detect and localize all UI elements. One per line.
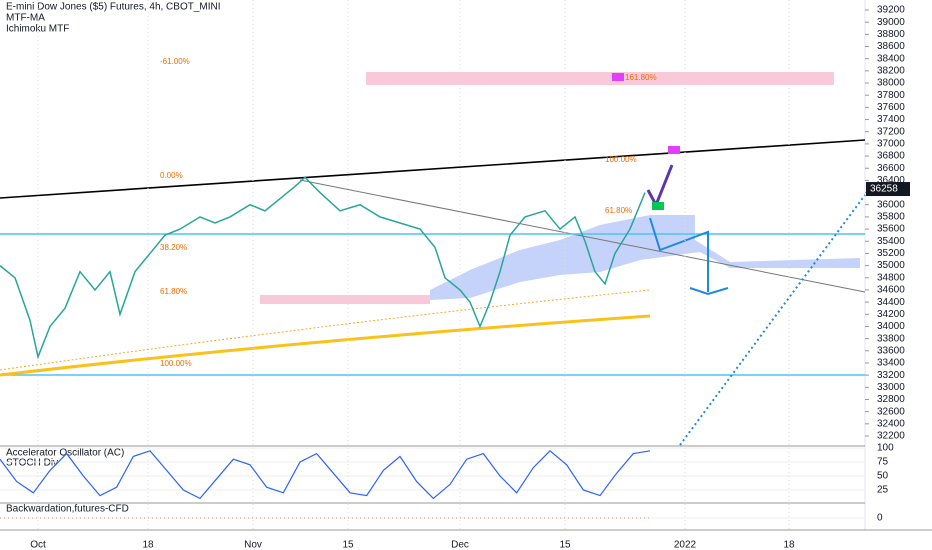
y-tick-label: 39000 — [877, 17, 905, 28]
y-tick-label: 38800 — [877, 29, 905, 40]
fib-label: 38.20% — [160, 243, 187, 252]
moving-average — [0, 314, 651, 377]
price-line — [0, 176, 646, 360]
x-tick-label: Dec — [451, 540, 469, 550]
fib-label: 100.00% — [605, 155, 637, 164]
y-tick-label: 37000 — [877, 139, 905, 150]
y-tick-label: 34600 — [877, 285, 905, 296]
y-tick-label: 37200 — [877, 126, 905, 137]
x-tick-label: Nov — [244, 540, 262, 550]
y-tick-label: 35000 — [877, 260, 905, 271]
ichimoku-cloud — [430, 215, 860, 300]
forecast-arrow — [649, 217, 729, 296]
y-tick-label: 35600 — [877, 224, 905, 235]
fib-label: 61.80% — [160, 287, 187, 296]
y-tick-label: 39200 — [877, 5, 905, 16]
y-tick-label: 34400 — [877, 297, 905, 308]
volume-zone — [260, 295, 430, 304]
y-tick-label: 36600 — [877, 163, 905, 174]
y-tick-label: 34000 — [877, 321, 905, 332]
y-tick-label: 32200 — [877, 431, 905, 442]
indicator-label: Ichimoku MTF — [6, 24, 69, 35]
marker — [652, 202, 664, 210]
y-tick-label: 38400 — [877, 53, 905, 64]
x-tick-label: 18 — [783, 540, 795, 550]
y-tick-label: 32400 — [877, 418, 905, 429]
y-tick-label: 32800 — [877, 394, 905, 405]
fib-label: 61.80% — [605, 206, 632, 215]
fib-label: 0.00% — [160, 171, 183, 180]
pane-subtitle: STOCH Div — [6, 458, 58, 469]
pane-title: Backwardation,futures-CFD — [6, 504, 129, 515]
x-tick-label: Oct — [30, 540, 46, 550]
y-tick-label: 38600 — [877, 41, 905, 52]
y-tick-label: 33000 — [877, 382, 905, 393]
y-tick-label: 35400 — [877, 236, 905, 247]
y-tick-label: 37400 — [877, 114, 905, 125]
y-tick-label: 34200 — [877, 309, 905, 320]
y-tick-label: 34800 — [877, 272, 905, 283]
projection-line — [679, 194, 866, 446]
y-tick-label: 38000 — [877, 78, 905, 89]
y-tick-label: 0 — [877, 513, 883, 524]
stoch-line — [0, 449, 651, 500]
y-tick-label: 33800 — [877, 333, 905, 344]
y-tick-label: 100 — [877, 443, 894, 454]
pane-title: Accelerator Oscillator (AC) — [6, 448, 124, 459]
y-tick-label: 35200 — [877, 248, 905, 259]
y-tick-label: 33200 — [877, 370, 905, 381]
y-tick-label: 37600 — [877, 102, 905, 113]
y-tick-label: 50 — [877, 471, 889, 482]
fib-label: 161.80% — [625, 73, 657, 82]
last-price-badge — [866, 182, 910, 197]
x-tick-label: 15 — [559, 540, 571, 550]
y-tick-label: 75 — [877, 457, 889, 468]
y-tick-label: 36400 — [877, 175, 905, 186]
chart-title: E-mini Dow Jones ($5) Futures, 4h, CBOT_… — [6, 2, 221, 13]
fib-label: 100.00% — [160, 359, 192, 368]
y-tick-label: 36000 — [877, 199, 905, 210]
moving-average — [0, 289, 651, 371]
trendline — [0, 139, 866, 199]
last-price-label: 36258 — [870, 184, 898, 195]
y-tick-label: 25 — [877, 485, 889, 496]
marker — [668, 146, 680, 154]
y-tick-label: 36800 — [877, 151, 905, 162]
y-tick-label: 33600 — [877, 345, 905, 356]
indicator-label: MTF-MA — [6, 13, 45, 24]
marker — [612, 73, 624, 81]
y-tick-label: 35800 — [877, 212, 905, 223]
x-tick-label: 2022 — [674, 540, 697, 550]
y-tick-label: 33400 — [877, 358, 905, 369]
x-tick-label: 18 — [142, 540, 154, 550]
y-tick-label: 38200 — [877, 65, 905, 76]
y-tick-label: 37800 — [877, 90, 905, 101]
x-tick-label: 15 — [342, 540, 354, 550]
y-tick-label: 32600 — [877, 406, 905, 417]
fib-label: -61.00% — [160, 57, 190, 66]
target-zone — [366, 72, 834, 85]
